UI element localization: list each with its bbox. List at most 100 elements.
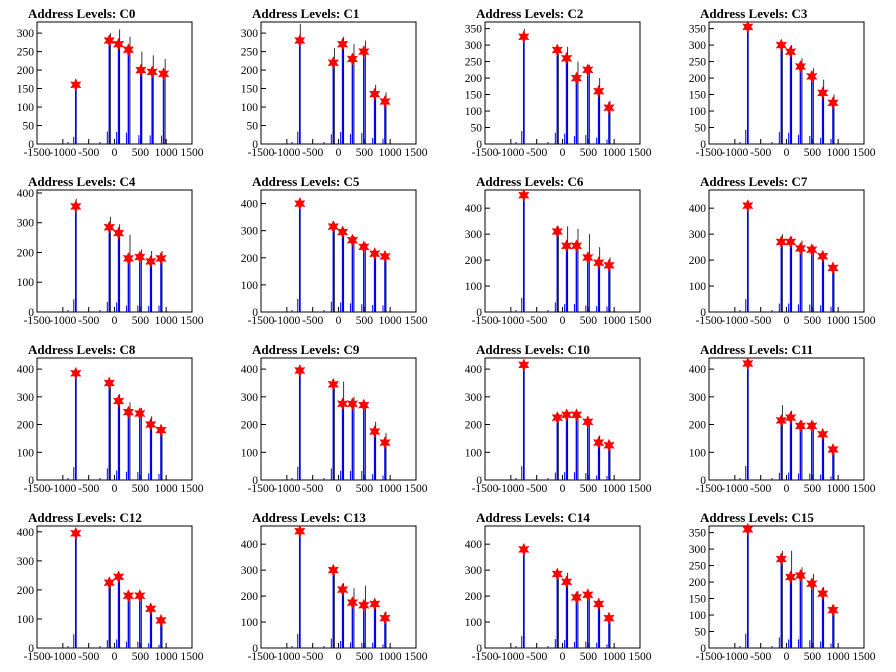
x-tick-label: -500 [750, 651, 771, 663]
x-tick-label: -500 [302, 147, 323, 159]
y-tick-label: 100 [241, 102, 259, 114]
y-tick-label: 400 [17, 188, 35, 200]
y-tick-label: 100 [465, 106, 483, 118]
chart-title: Address Levels: C11 [700, 342, 813, 357]
peak-marker [358, 44, 370, 59]
peak-marker [336, 225, 349, 239]
y-tick-label: 300 [241, 392, 259, 404]
peak-marker [794, 241, 807, 256]
y-tick-label: 400 [241, 199, 259, 211]
x-tick-label: 1500 [405, 315, 428, 327]
x-tick-label: -1000 [49, 147, 76, 159]
peak-marker [582, 63, 594, 77]
x-tick-label: 1000 [827, 651, 850, 663]
x-tick-label: 0 [112, 147, 118, 159]
x-tick-label: -500 [78, 483, 99, 495]
y-tick-label: 300 [17, 28, 35, 40]
chart-title: Address Levels: C10 [476, 342, 590, 357]
x-tick-label: -500 [526, 147, 547, 159]
peak-marker [775, 413, 788, 428]
y-tick-label: 50 [695, 123, 707, 135]
x-tick-label: 500 [132, 483, 150, 495]
peak-marker [122, 251, 135, 266]
peak-marker [784, 235, 797, 249]
plot-frame [36, 21, 193, 145]
chart-title: Address Levels: C4 [28, 174, 136, 189]
peak-marker [551, 410, 564, 425]
chart-panel: Address Levels: C7 0 100 200 300 400 -1500-100… [689, 174, 876, 327]
peak-marker [122, 405, 135, 419]
y-tick-label: 100 [17, 614, 35, 626]
x-tick-label: -500 [302, 651, 323, 663]
y-tick-label: 0 [252, 475, 258, 487]
x-tick-label: 1500 [405, 483, 428, 495]
chart-panel: Address Levels: C9 0 100 200 300 400 -1500-100… [241, 342, 428, 495]
peak-marker [794, 568, 807, 583]
x-tick-label: -1000 [721, 315, 748, 327]
x-tick-label: -500 [78, 315, 99, 327]
peak-marker [144, 417, 157, 432]
y-tick-label: 100 [17, 277, 35, 289]
peak-marker [368, 87, 381, 101]
y-tick-label: 150 [689, 90, 707, 102]
x-tick-label: -500 [526, 483, 547, 495]
x-tick-label: 500 [804, 147, 822, 159]
peak-marker [368, 597, 381, 611]
x-tick-label: -500 [750, 483, 771, 495]
peak-marker [551, 567, 564, 581]
peak-marker [294, 196, 306, 211]
y-tick-label: 200 [17, 585, 35, 597]
x-tick-label: 1000 [379, 483, 402, 495]
peak-marker [379, 249, 391, 264]
x-tick-label: -1000 [49, 651, 76, 663]
y-tick-label: 200 [465, 73, 483, 85]
peak-marker [742, 522, 754, 536]
y-tick-label: 50 [471, 123, 483, 135]
x-tick-label: 500 [132, 147, 150, 159]
y-tick-label: 0 [476, 139, 482, 151]
peak-marker [742, 198, 754, 213]
peak-marker [518, 188, 530, 202]
peak-marker [816, 586, 829, 601]
y-tick-label: 300 [689, 229, 707, 241]
peak-marker [827, 96, 839, 110]
chart-title: Address Levels: C5 [252, 174, 360, 189]
chart-title: Address Levels: C3 [700, 6, 808, 21]
peak-marker [112, 570, 125, 584]
chart-panel: Address Levels: C6 0 100 200 300 400 -1500-100… [465, 174, 652, 327]
peak-marker [592, 435, 605, 450]
y-tick-label: 0 [476, 643, 482, 655]
x-tick-label: 1500 [629, 483, 652, 495]
chart-title: Address Levels: C0 [28, 6, 135, 21]
peak-marker [806, 419, 818, 433]
peak-marker [560, 575, 573, 589]
y-tick-label: 0 [476, 475, 482, 487]
peak-marker [816, 427, 829, 441]
plot-frame [708, 21, 865, 145]
peak-marker [346, 52, 359, 66]
peak-marker [327, 219, 340, 234]
y-tick-label: 300 [465, 565, 483, 577]
y-tick-label: 300 [241, 565, 259, 577]
peak-marker [346, 397, 359, 411]
x-tick-label: 1500 [629, 315, 652, 327]
peak-marker [570, 590, 583, 605]
y-tick-label: 400 [465, 539, 483, 551]
x-tick-label: -1000 [273, 315, 300, 327]
peak-marker [379, 94, 391, 109]
y-tick-label: 0 [700, 643, 706, 655]
y-tick-label: 400 [241, 539, 259, 551]
y-tick-label: 150 [465, 90, 483, 102]
x-tick-label: 1500 [181, 315, 204, 327]
peak-marker [570, 71, 583, 85]
y-tick-label: 300 [241, 226, 259, 238]
peak-marker [336, 582, 349, 597]
peak-marker [157, 67, 170, 81]
peak-marker [784, 570, 797, 584]
peak-marker [294, 363, 306, 378]
peak-marker [560, 51, 573, 65]
x-tick-label: 500 [356, 315, 374, 327]
y-tick-label: 200 [689, 420, 707, 432]
x-tick-label: -1500 [24, 483, 51, 495]
plot-frame [484, 189, 641, 313]
